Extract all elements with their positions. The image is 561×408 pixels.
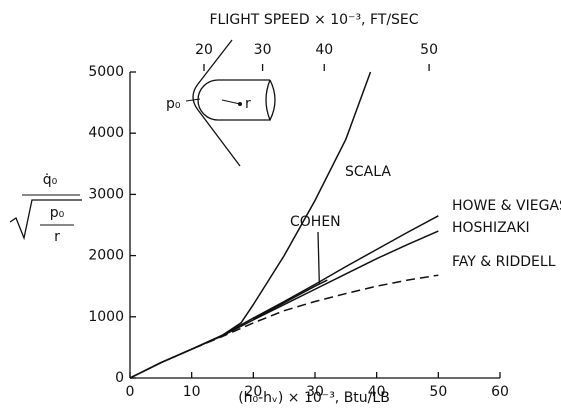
x-tick-label: 20 <box>244 384 262 400</box>
series-line <box>252 279 328 320</box>
x2-tick-label: 20 <box>195 42 213 58</box>
x-tick-label: 0 <box>126 384 135 400</box>
series-label: COHEN <box>290 214 341 230</box>
body-end <box>269 79 276 121</box>
x-tick-label: 60 <box>491 384 509 400</box>
y-tick-label: 1000 <box>88 309 124 325</box>
y-label-radicand-top: p₀ <box>50 205 65 221</box>
x-axis-title: (h₀-hᵥ) × 10⁻³, Btu/LB <box>238 390 390 406</box>
inset-label: r <box>245 96 251 112</box>
inset-label: p₀ <box>166 96 181 112</box>
inset-sketch: p₀ r <box>166 39 276 167</box>
y-tick-label: 0 <box>115 370 124 386</box>
series-line <box>129 230 439 379</box>
x2-tick-label: 30 <box>254 42 272 58</box>
radius-line <box>221 99 241 105</box>
series-line <box>129 215 439 379</box>
x-tick-label: 40 <box>368 384 386 400</box>
y-tick-label: 4000 <box>88 125 124 141</box>
x-tick-label: 10 <box>183 384 201 400</box>
x2-axis-title: FLIGHT SPEED × 10⁻³, FT/SEC <box>209 12 418 28</box>
series-label: FAY & RIDDELL <box>452 254 556 270</box>
center-dot <box>238 102 242 106</box>
x-tick-label: 50 <box>429 384 447 400</box>
series-label: HOWE & VIEGAS <box>452 198 561 214</box>
y-label-numerator: q̇₀ <box>43 172 58 188</box>
label-leader <box>317 231 320 285</box>
x2-tick-label: 50 <box>420 42 438 58</box>
series-line <box>129 274 439 379</box>
shock-line <box>192 39 241 167</box>
y-tick-label: 5000 <box>88 64 124 80</box>
series-label: HOSHIZAKI <box>452 220 530 236</box>
x-tick-label: 30 <box>306 384 324 400</box>
x2-tick-label: 40 <box>315 42 333 58</box>
y-tick-label: 3000 <box>88 186 124 202</box>
p0-leader <box>185 98 201 102</box>
y-label-radicand-bottom: r <box>54 229 60 245</box>
radical-sign <box>9 199 82 241</box>
y-axis-title: q̇₀ p₀ r <box>9 172 82 245</box>
series-label: SCALA <box>345 164 391 180</box>
y-tick-label: 2000 <box>88 248 124 264</box>
body-outline <box>197 79 271 121</box>
